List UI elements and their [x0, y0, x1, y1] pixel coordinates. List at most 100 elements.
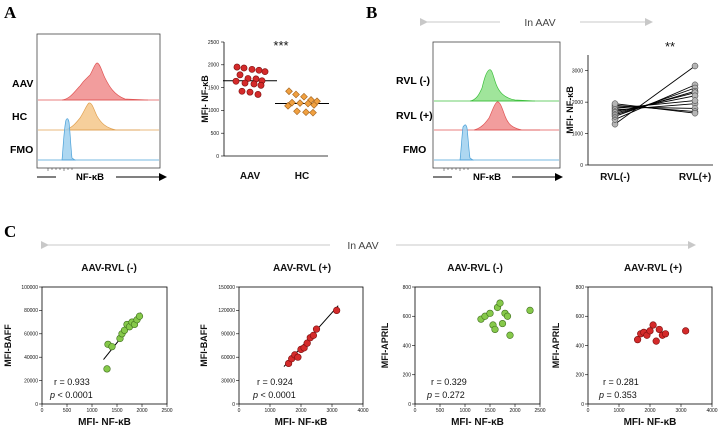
scatter-c1-x-tick-label: 2500 [161, 408, 172, 414]
dotplot-a-y-tick-label: 2500 [208, 40, 219, 46]
histogram-b-fmo-peak [459, 124, 475, 161]
paired-b-point [691, 97, 699, 104]
paired-b-point [691, 109, 699, 117]
scatter-c2-x-tick-label: 2000 [295, 408, 306, 414]
histogram-a-hc-peak [64, 102, 140, 131]
scatter-c4-point [649, 321, 657, 329]
paired-b-point [611, 100, 619, 107]
scatter-c1-y-tick-label: 60000 [24, 332, 38, 338]
scatter-c3-ylabel: MFI-APRIL [380, 322, 390, 368]
histogram-b-rvl-neg-peak [469, 69, 536, 102]
scatter-c1-x-tick-label: 2000 [136, 408, 147, 414]
dotplot-a-point [246, 88, 254, 96]
scatter-c3-x-tick-label: 1500 [484, 408, 495, 414]
scatter-c4-point [633, 336, 642, 344]
scatter-c2-point [333, 306, 341, 315]
scatter-c1-y-tick-label: 80000 [24, 308, 38, 314]
histogram-b-minor-ticks [443, 168, 469, 171]
scatter-c4-p-symbol: p [598, 390, 607, 400]
scatter-c3-p-number: = 0.272 [435, 390, 465, 400]
dotplot-a-point [304, 99, 312, 108]
scatter-c1-xlabel: MFI- NF-κB [78, 417, 131, 428]
paired-b-significance: ** [665, 39, 675, 54]
scatter-c4-y-tick-label: 200 [576, 373, 585, 379]
scatter-c4-xlabel: MFI- NF-κB [624, 417, 677, 428]
dotplot-a-point [240, 64, 248, 72]
histogram-a-xlabel: NF-κB [76, 172, 104, 183]
scatter-c1: 0 500 1000 1500 2000 2500 0 20000 40000 60000 8000… [3, 263, 173, 428]
scatter-c4-x-tick-label: 4000 [706, 408, 717, 414]
scatter-c2-point [312, 325, 321, 333]
scatter-c1-x-tick-label: 1000 [86, 408, 97, 414]
scatter-c2-p-symbol: p [252, 390, 261, 400]
scatter-c4-x-tick-label: 3000 [675, 408, 686, 414]
dotplot-a-x-tick-label: AAV [240, 171, 261, 182]
scatter-c2-y-tick-label: 30000 [221, 378, 235, 384]
histogram-b-frame [432, 41, 561, 169]
histogram-a-row-label: HC [12, 111, 28, 123]
scatter-c4-x-tick-label: 0 [587, 408, 590, 414]
dotplot-a-point [261, 68, 269, 76]
panel-letter-c: C [4, 222, 16, 241]
scatter-c2-title: AAV-RVL (+) [273, 263, 331, 274]
dotplot-a-point [232, 77, 240, 85]
scatter-c3-y-tick-label: 200 [403, 373, 412, 379]
scatter-c4-point [652, 337, 660, 345]
scatter-c1-p-value: p < 0.0001 [49, 390, 93, 400]
dotplot-a-significance: *** [273, 38, 288, 53]
scatter-c4-x-tick-label: 2000 [644, 408, 655, 414]
histogram-b-xlabel: NF-κB [473, 172, 501, 183]
scatter-c3-x-tick-label: 500 [436, 408, 445, 414]
panel-letter-b: B [366, 3, 377, 22]
dotplot-a-point [309, 108, 317, 117]
scatter-c4-point [655, 325, 663, 334]
scatter-c3: 0 500 1000 1500 2000 2500 0 200 400 600 800 AAV-RVL… [380, 263, 546, 428]
scatter-c3-point [506, 331, 514, 339]
scatter-c1-x-tick-label: 1500 [111, 408, 122, 414]
scatter-c3-xlabel: MFI- NF-κB [451, 417, 504, 428]
scatter-c3-y-tick-label: 800 [403, 285, 412, 291]
scatter-c1-x-tick-label: 500 [63, 408, 72, 414]
paired-b-y-tick-label: 0 [580, 163, 583, 169]
scatter-c2-x-tick-label: 3000 [326, 408, 337, 414]
scatter-c3-point [491, 325, 499, 334]
scatter-c3-x-tick-label: 1000 [459, 408, 470, 414]
dotplot-a-point [236, 71, 244, 79]
scatter-c3-point [526, 306, 534, 315]
scatter-c2-y-tick-label: 150000 [218, 285, 235, 291]
scatter-c1-y-tick-label: 0 [35, 402, 38, 408]
paired-b-point [691, 62, 699, 70]
scatter-c2-x-tick-label: 0 [238, 408, 241, 414]
histogram-b-rvl-pos-peak [473, 101, 540, 131]
scatter-c4: 0 1000 2000 3000 4000 0 200 400 600 800 AAV-RVL (+… [551, 263, 718, 428]
scatter-c3-p-value: p = 0.272 [426, 390, 465, 400]
paired-b-pair-line [614, 87, 696, 117]
dotplot-a-x-tick-label: HC [295, 171, 309, 182]
paired-b-pair-line [614, 92, 696, 114]
paired-b-y-tick-label: 3000 [572, 69, 583, 75]
scatter-c1-ylabel: MFI-BAFF [3, 324, 13, 367]
scatter-c4-y-tick-label: 0 [581, 402, 584, 408]
dotplot-a-point [288, 98, 296, 107]
scatter-c3-y-tick-label: 600 [403, 314, 412, 320]
scatter-c2-y-tick-label: 120000 [218, 308, 235, 314]
dotplot-a-point [302, 108, 310, 117]
paired-b-pair-line [614, 106, 696, 109]
scatter-c1-point [135, 312, 144, 320]
scatter-c3-point [503, 312, 512, 320]
dotplot-a-point [233, 63, 241, 71]
scatter-c1-r-value: r = 0.933 [54, 377, 90, 387]
scatter-c3-point [486, 309, 494, 317]
dotplot-a: 0 500 1000 1500 2000 2500 MFI- NF-κB *** AAV HC [200, 38, 329, 182]
scatter-c2-y-tick-label: 0 [232, 402, 235, 408]
dotplot-a-y-tick-label: 1000 [208, 108, 219, 114]
paired-b-pair-line [614, 103, 696, 111]
scatter-c3-r-value: r = 0.329 [431, 377, 467, 387]
histogram-a-aav-peak [61, 62, 149, 101]
histogram-b-row-label: RVL (+) [396, 110, 433, 122]
scatter-c1-y-tick-label: 40000 [24, 355, 38, 361]
scatter-c3-title: AAV-RVL (-) [447, 263, 503, 274]
paired-plot-b: 0 1000 2000 3000 MFI- NF-κB ** RVL(-) RVL(+) [565, 39, 713, 183]
header-in-aav-b: In AAV [524, 17, 555, 29]
